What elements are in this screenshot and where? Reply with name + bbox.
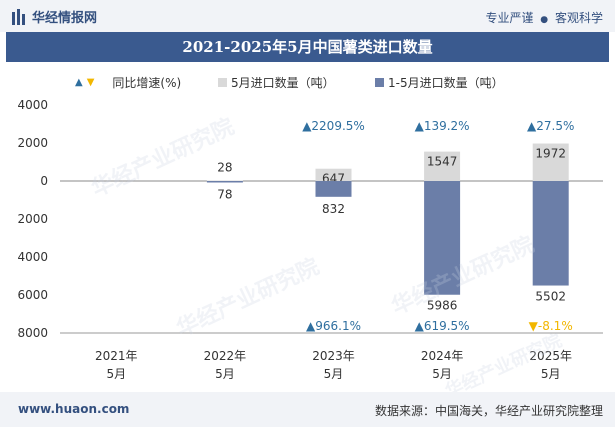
growth-label-cumulative: ▼-8.1% xyxy=(529,319,573,333)
data-label-monthly: 1547 xyxy=(427,155,458,169)
growth-label-monthly: ▲2209.5% xyxy=(302,119,365,133)
bar-monthly xyxy=(206,180,243,182)
data-label-monthly: 28 xyxy=(217,160,232,174)
x-tick-label: 2021年 xyxy=(95,349,138,363)
brand[interactable]: 华经情报网 xyxy=(12,7,97,26)
data-label-monthly: 1972 xyxy=(535,147,566,161)
footer-source: 数据来源：中国海关，华经产业研究院整理 xyxy=(374,404,603,418)
legend-growth-label: 同比增速(%) xyxy=(112,76,182,90)
legend-cumulative-label: 1-5月进口数量（吨） xyxy=(388,76,504,90)
footer-url[interactable]: www.huaon.com xyxy=(18,402,130,416)
y-tick-label: 4000 xyxy=(17,250,48,264)
x-tick-label: 2024年 xyxy=(421,349,464,363)
bottom-bar: www.huaon.com 数据来源：中国海关，华经产业研究院整理 xyxy=(0,392,615,427)
tagline-left: 专业严谨 xyxy=(485,11,534,25)
legend-cumulative: 1-5月进口数量（吨） xyxy=(375,74,504,91)
chart: 4000 2000 0 2000 4000 6000 8000 2021年 5月 2022年 5月 2… xyxy=(17,98,603,381)
growth-label-monthly: ▲139.2% xyxy=(415,119,470,133)
legend-cumulative-swatch xyxy=(375,78,384,87)
bar-monthly xyxy=(424,151,461,181)
bar-monthly xyxy=(532,143,569,181)
bar-cumulative xyxy=(532,181,569,286)
triangle-up-icon: ▲ xyxy=(75,77,83,88)
data-label-cumulative: 832 xyxy=(322,202,345,216)
tagline-right: 客观科学 xyxy=(554,11,603,25)
x-tick-label: 5月 xyxy=(215,367,235,381)
tagline: 专业严谨 ● 客观科学 xyxy=(485,9,603,26)
data-label-cumulative: 78 xyxy=(217,187,232,201)
chart-title: 2021-2025年5月中国薯类进口数量 xyxy=(6,32,609,62)
growth-label-cumulative: ▲619.5% xyxy=(415,319,470,333)
x-tick-label: 5月 xyxy=(324,367,344,381)
data-label-cumulative: 5502 xyxy=(535,290,566,304)
y-tick-label: 2000 xyxy=(17,212,48,226)
x-tick-label: 2023年 xyxy=(312,349,355,363)
triangle-down-icon: ▼ xyxy=(86,77,95,88)
tagline-separator: ● xyxy=(540,15,549,25)
bar-cumulative xyxy=(315,181,352,197)
growth-label-monthly: ▲27.5% xyxy=(527,119,574,133)
legend-monthly: 5月进口数量（吨） xyxy=(218,74,335,91)
y-tick-label: 0 xyxy=(40,174,48,188)
y-tick-label: 8000 xyxy=(17,326,48,340)
x-tick-label: 5月 xyxy=(432,367,452,381)
data-label-cumulative: 5986 xyxy=(427,299,458,313)
legend: ▲ ▼ 同比增速(%) 5月进口数量（吨） 1-5月进口数量（吨） xyxy=(0,74,615,92)
top-bar: 华经情报网 专业严谨 ● 客观科学 xyxy=(0,0,615,32)
x-tick-label: 2025年 xyxy=(529,349,572,363)
x-tick-label: 5月 xyxy=(106,367,126,381)
legend-monthly-label: 5月进口数量（吨） xyxy=(231,76,335,90)
y-tick-label: 6000 xyxy=(17,288,48,302)
bar-cumulative xyxy=(206,181,243,183)
y-tick-label: 4000 xyxy=(17,98,48,112)
growth-label-cumulative: ▲966.1% xyxy=(306,319,361,333)
brand-name: 华经情报网 xyxy=(32,11,98,26)
brand-logo-icon xyxy=(12,8,25,25)
bar-cumulative xyxy=(424,181,461,295)
legend-monthly-swatch xyxy=(218,78,227,87)
bar-monthly xyxy=(315,168,352,181)
x-tick-label: 2022年 xyxy=(204,349,247,363)
x-tick-label: 5月 xyxy=(541,367,561,381)
y-tick-label: 2000 xyxy=(17,136,48,150)
legend-growth: ▲ ▼ 同比增速(%) xyxy=(75,74,181,91)
